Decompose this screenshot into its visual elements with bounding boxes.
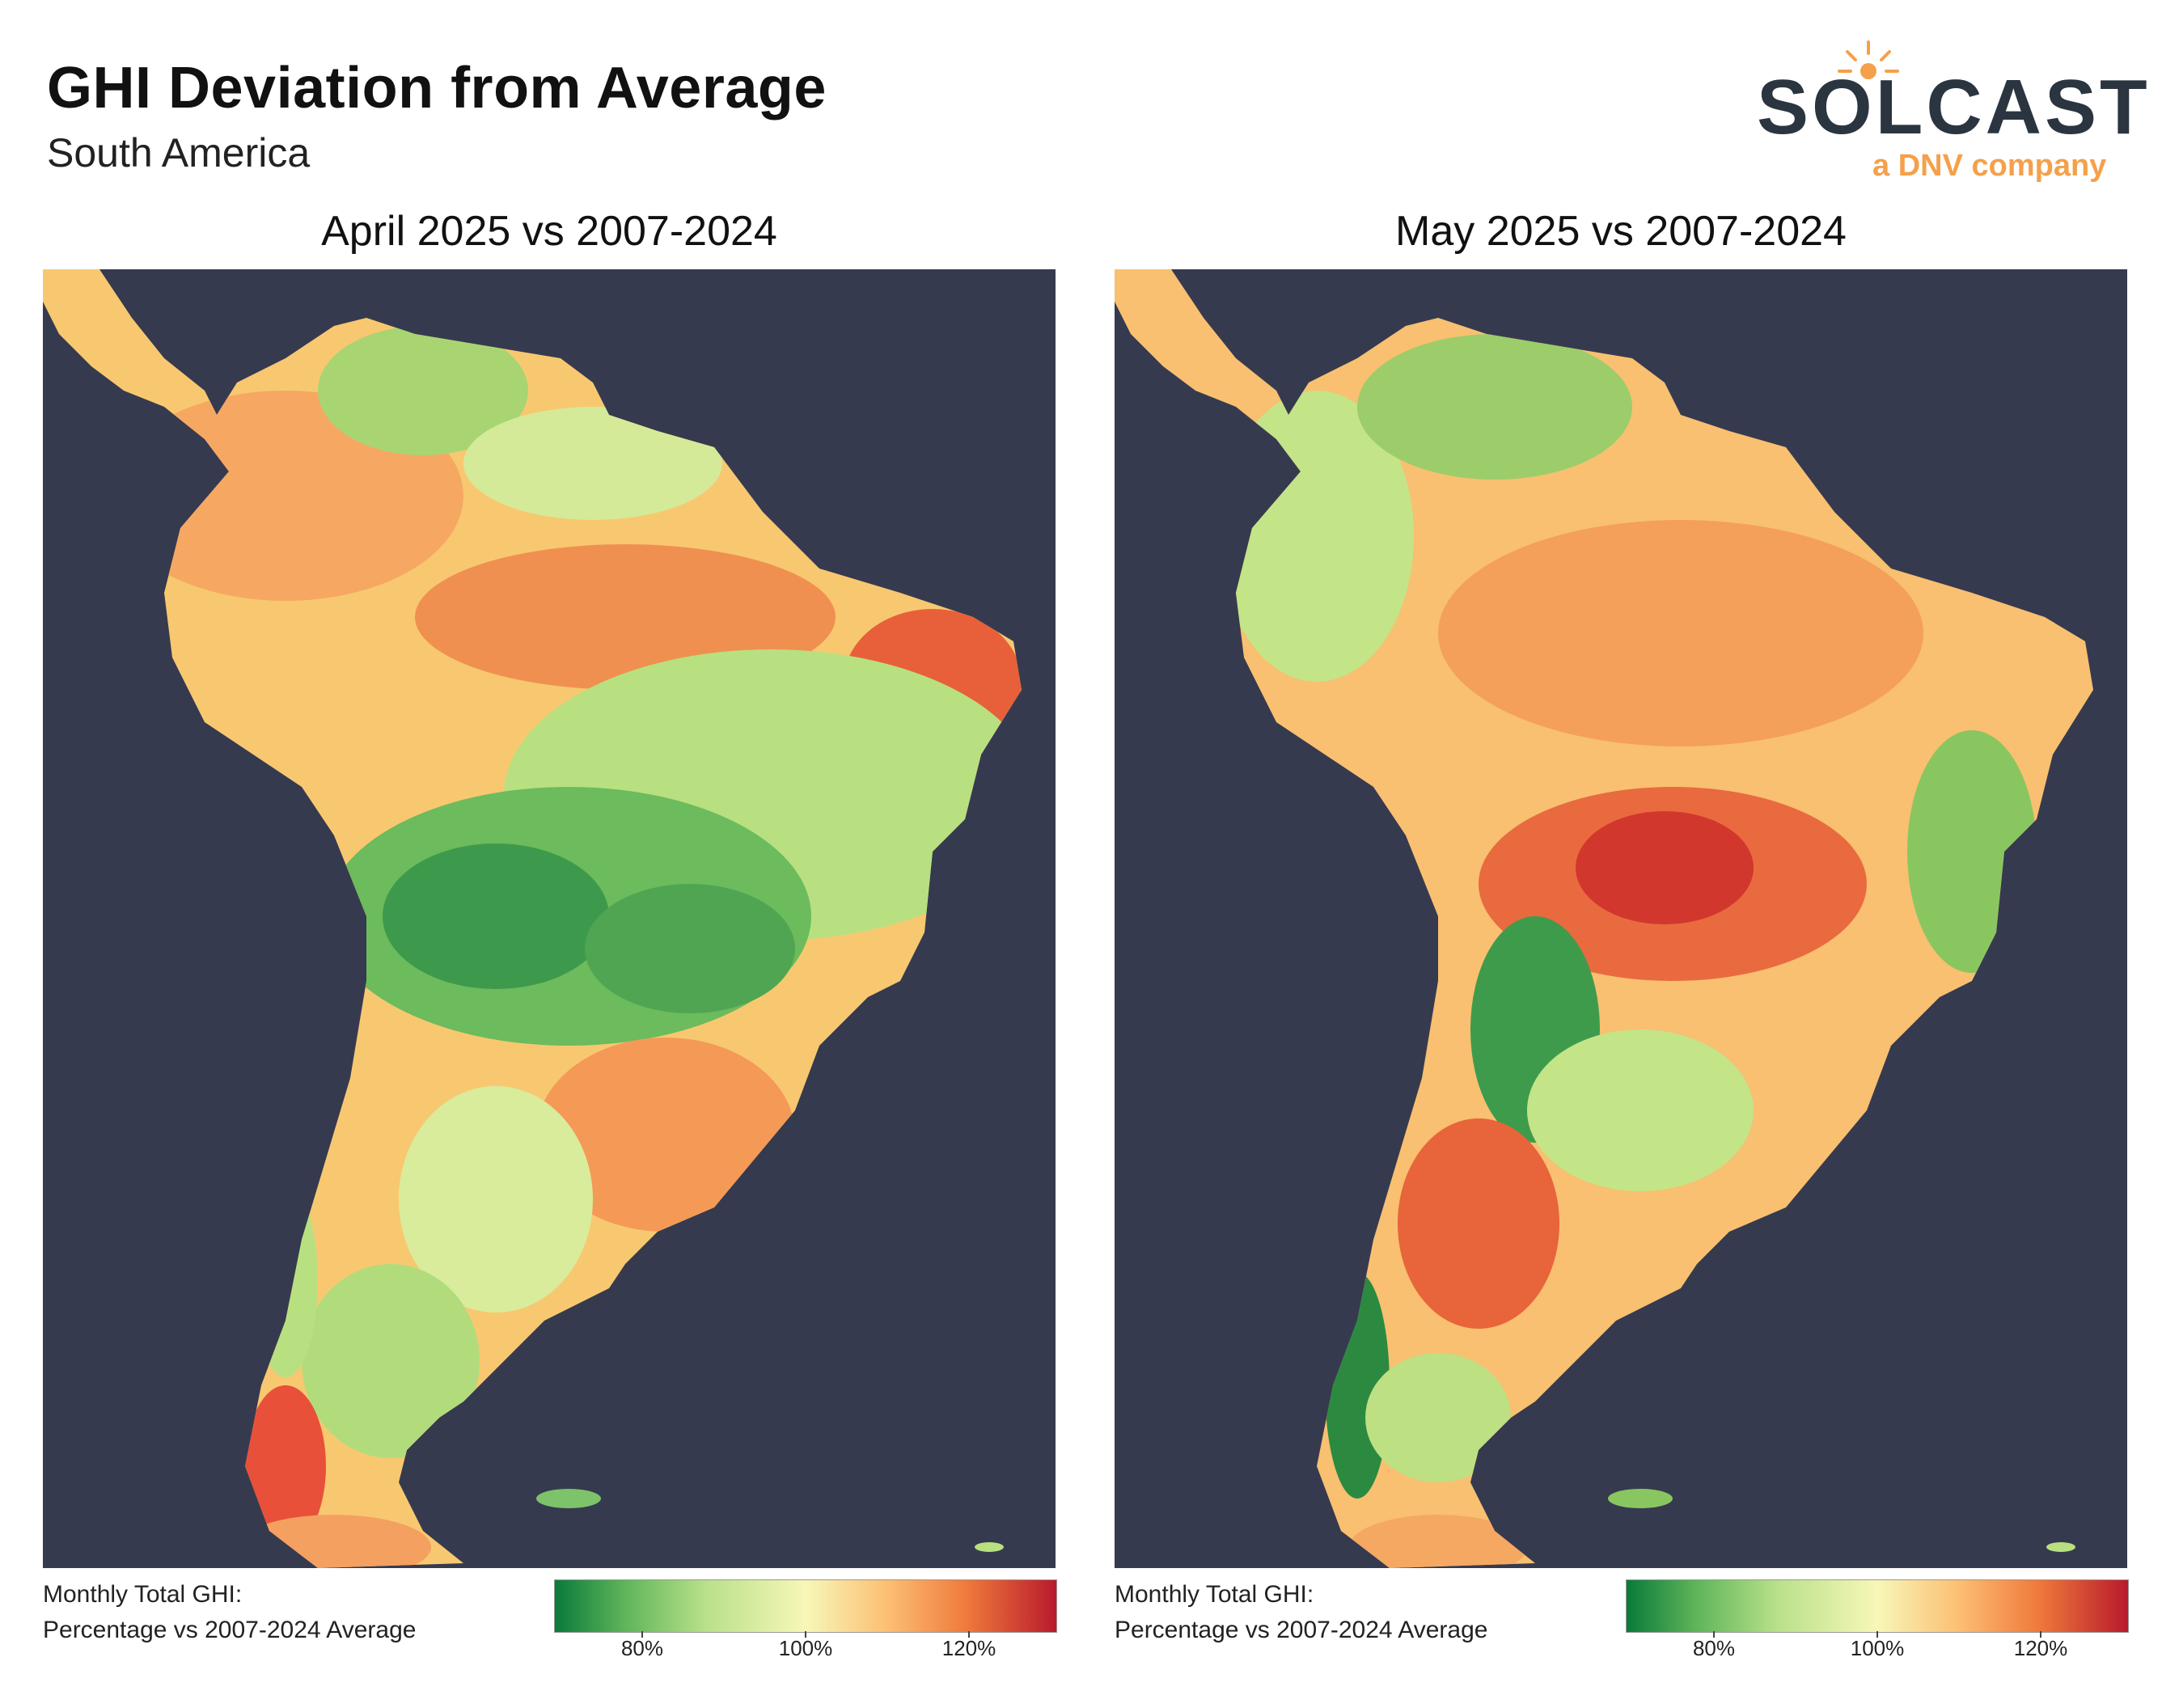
legend-caption: Monthly Total GHI: Percentage vs 2007-20…	[43, 1577, 416, 1648]
legend-line-2: Percentage vs 2007-2024 Average	[43, 1617, 417, 1643]
page-subtitle: South America	[47, 130, 311, 175]
tick-label-80: 80%	[620, 1636, 664, 1660]
tick-mark	[1713, 1631, 1715, 1638]
logo-wordmark: SOLCAST	[1757, 64, 2151, 150]
tick-label-80: 80%	[1692, 1636, 1736, 1660]
tick-label-120: 120%	[2013, 1636, 2068, 1660]
colorbar	[1626, 1579, 2129, 1633]
map-april	[43, 269, 1056, 1568]
tick-label-120: 120%	[941, 1636, 996, 1660]
panel-may: May 2025 vs 2007-2024	[1115, 194, 2129, 1660]
logo-tagline: a DNV company	[1872, 149, 2107, 183]
map-may	[1115, 269, 2127, 1568]
legend-line-1: Monthly Total GHI:	[1115, 1581, 1314, 1608]
solcast-logo: SOLCAST a DNV company	[1747, 39, 2147, 192]
legend-line-2: Percentage vs 2007-2024 Average	[1115, 1617, 1488, 1643]
panel-title-april: April 2025 vs 2007-2024	[321, 208, 777, 255]
tick-mark	[805, 1631, 806, 1638]
tick-mark	[2040, 1631, 2041, 1638]
tick-label-100: 100%	[778, 1636, 833, 1660]
sun-icon	[1838, 40, 1899, 79]
tick-mark	[1876, 1631, 1878, 1638]
legend-line-1: Monthly Total GHI:	[43, 1581, 243, 1608]
panel-title-may: May 2025 vs 2007-2024	[1395, 208, 1847, 255]
tick-mark	[641, 1631, 643, 1638]
colorbar	[554, 1579, 1057, 1633]
tick-label-100: 100%	[1850, 1636, 1905, 1660]
panel-april: April 2025 vs 2007-2024	[43, 194, 1057, 1660]
page-title: GHI Deviation from Average	[47, 56, 827, 120]
tick-mark	[968, 1631, 970, 1638]
legend-caption: Monthly Total GHI: Percentage vs 2007-20…	[1115, 1577, 1487, 1648]
